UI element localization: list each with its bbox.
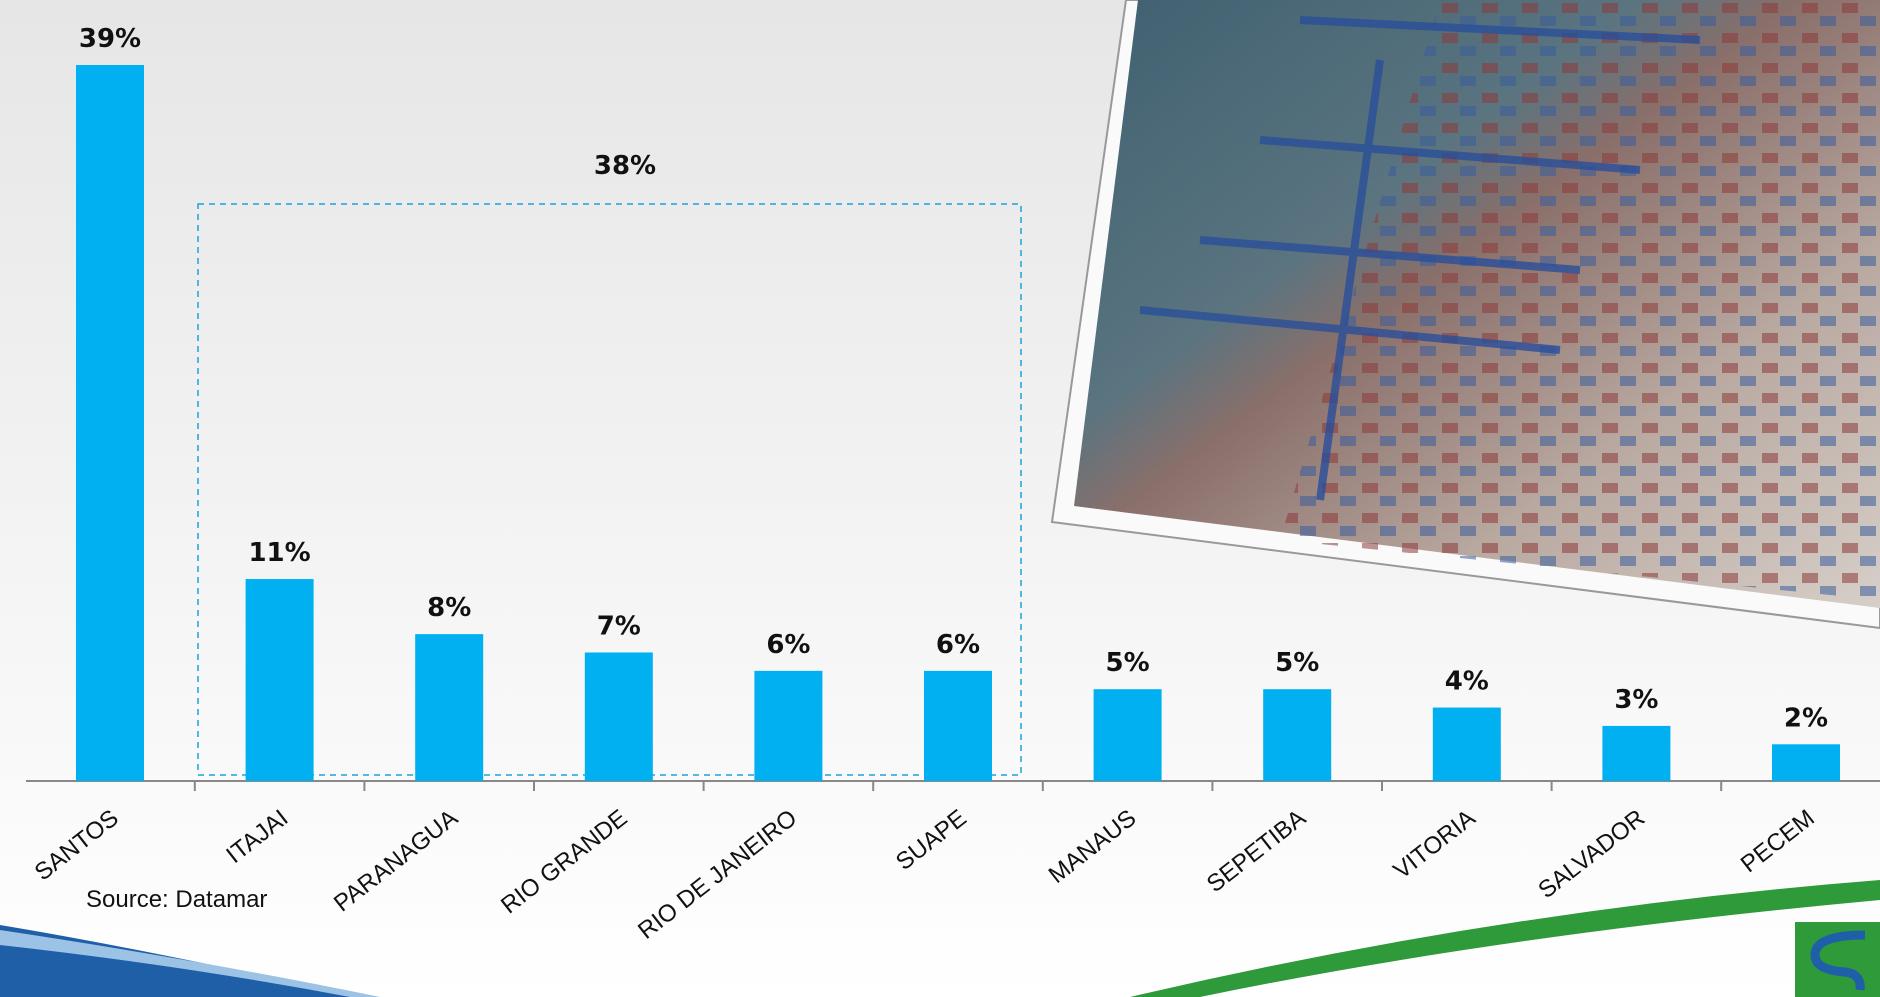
value-label: 4% [1445,667,1489,697]
value-label: 3% [1614,685,1658,715]
value-label: 6% [936,630,980,660]
bar [1602,725,1671,781]
bar [754,670,823,781]
value-label: 7% [597,611,641,641]
group-annotation: 38% [594,151,656,181]
value-label: 6% [766,630,810,660]
bar [584,652,653,781]
value-label: 39% [79,24,141,54]
value-label: 2% [1784,703,1828,733]
bar [245,579,314,781]
bar [76,65,144,781]
swoosh-green [1130,880,1880,997]
source-note: Source: Datamar [86,886,267,913]
bar [1093,689,1162,781]
bar [1772,744,1840,781]
swoosh-light [0,930,380,997]
value-label: 5% [1275,648,1319,678]
bar [1432,707,1501,781]
value-label: 5% [1106,648,1150,678]
logo [1795,922,1880,997]
bar [924,670,992,781]
value-label: 11% [248,538,310,568]
photo [1050,0,1880,630]
bar [1263,689,1332,781]
bar [415,634,484,781]
value-label: 8% [427,593,471,623]
